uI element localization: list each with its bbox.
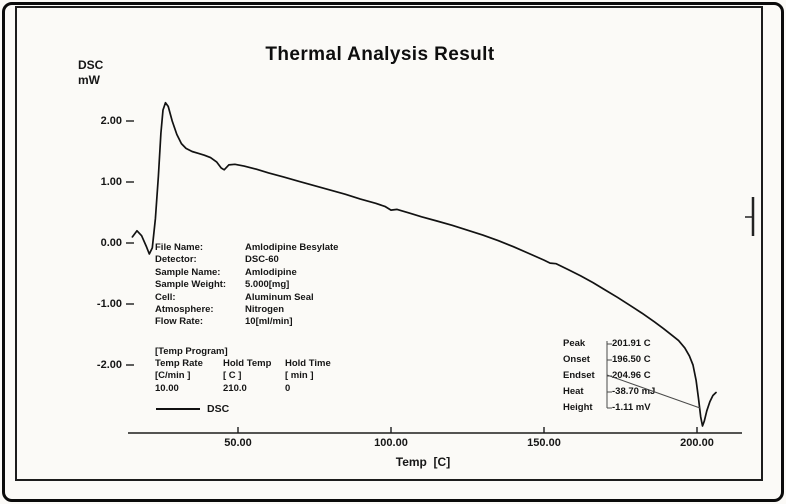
result-row: Peak 201.91 C (563, 336, 655, 352)
x-tick-label-200: 200.00 (680, 437, 714, 449)
legend-label: DSC (207, 403, 230, 416)
result-value: 196.50 C (612, 354, 651, 365)
result-row: Onset 196.50 C (563, 352, 655, 368)
x-tick-label-100: 100.00 (374, 437, 408, 449)
result-label: Peak (563, 338, 586, 349)
result-row: Height -1.11 mV (563, 400, 655, 416)
sample-info-value: 10[ml/min] (245, 316, 293, 328)
result-value: 204.96 C (612, 370, 651, 381)
sample-info-label: Flow Rate: (155, 316, 204, 328)
temp-program-unit: [ min ] (285, 370, 314, 382)
x-axis-label: Temp [C] (395, 455, 451, 469)
temp-program-units-row: [C/min ] [ C ] [ min ] (155, 370, 345, 382)
result-label: Endset (563, 370, 595, 381)
x-tick-label-150: 150.00 (527, 437, 561, 449)
legend: DSC (156, 403, 229, 419)
sample-info-row: Atmosphere: Nitrogen (155, 304, 338, 316)
sample-info-row: Cell: Aluminum Seal (155, 292, 338, 304)
result-row: Heat -38.70 mJ (563, 384, 655, 400)
sample-info-row: File Name: Amlodipine Besylate (155, 242, 338, 254)
temp-program-values-row: 10.00 210.0 0 (155, 383, 345, 395)
sample-info-block: File Name: Amlodipine Besylate Detector: D… (155, 242, 338, 329)
temp-program-value: 210.0 (223, 382, 247, 394)
temp-program-block: [Temp Program] Temp Rate Hold Temp Hold Ti… (155, 346, 345, 395)
sample-info-value: DSC-60 (245, 254, 279, 266)
chart-title: Thermal Analysis Result (265, 44, 495, 65)
result-label: Height (563, 402, 593, 413)
result-value: 201.91 C (612, 338, 651, 349)
y-tick-label-neg1: -1.00 (96, 298, 122, 310)
y-tick-label-1: 1.00 (100, 176, 122, 188)
temp-program-col-header: Hold Time (285, 358, 331, 370)
sample-info-row: Sample Name: Amlodipine (155, 267, 338, 279)
sample-info-value: Amlodipine (245, 266, 297, 278)
x-tick-label-50: 50.00 (224, 437, 252, 449)
sample-info-value: Nitrogen (245, 304, 285, 316)
result-value: -1.11 mV (612, 402, 651, 413)
sample-info-label: File Name: (155, 242, 204, 253)
sample-info-row: Sample Weight: 5.000[mg] (155, 279, 338, 291)
sample-info-label: Atmosphere: (155, 304, 214, 316)
temp-program-col-header: Hold Temp (223, 358, 272, 370)
sample-info-value: Aluminum Seal (245, 291, 314, 303)
sample-info-value: Amlodipine Besylate (245, 242, 339, 253)
peak-results-block: Peak 201.91 C Onset 196.50 C Endset 204.96 … (563, 336, 655, 416)
sample-info-label: Sample Name: (155, 266, 221, 278)
temp-program-title: [Temp Program] (155, 346, 228, 357)
legend-line-swatch (156, 408, 200, 411)
temp-program-header-row: Temp Rate Hold Temp Hold Time (155, 358, 345, 370)
temp-program-col-header: Temp Rate (155, 358, 203, 370)
temp-program-unit: [ C ] (223, 370, 242, 382)
sample-info-label: Cell: (155, 291, 176, 303)
y-axis-unit-line2: mW (78, 73, 100, 87)
sample-info-row: Detector: DSC-60 (155, 254, 338, 266)
y-axis-unit-line1: DSC (78, 58, 104, 72)
chart-frame-border (15, 6, 763, 481)
temp-program-value: 0 (285, 382, 291, 394)
result-label: Heat (563, 386, 584, 397)
sample-info-label: Sample Weight: (155, 279, 227, 291)
temp-program-value: 10.00 (155, 382, 179, 394)
y-tick-label-neg2: -2.00 (96, 359, 122, 371)
sample-info-row: Flow Rate: 10[ml/min] (155, 316, 338, 328)
result-value: -38.70 mJ (612, 386, 656, 397)
result-row: Endset 204.96 C (563, 368, 655, 384)
temp-program-unit: [C/min ] (155, 370, 191, 382)
sample-info-value: 5.000[mg] (245, 279, 290, 291)
y-tick-label-2: 2.00 (100, 115, 122, 127)
y-tick-label-0: 0.00 (100, 237, 122, 249)
sample-info-label: Detector: (155, 254, 197, 266)
result-label: Onset (563, 354, 590, 365)
y-axis-unit: DSC mW (78, 58, 103, 88)
